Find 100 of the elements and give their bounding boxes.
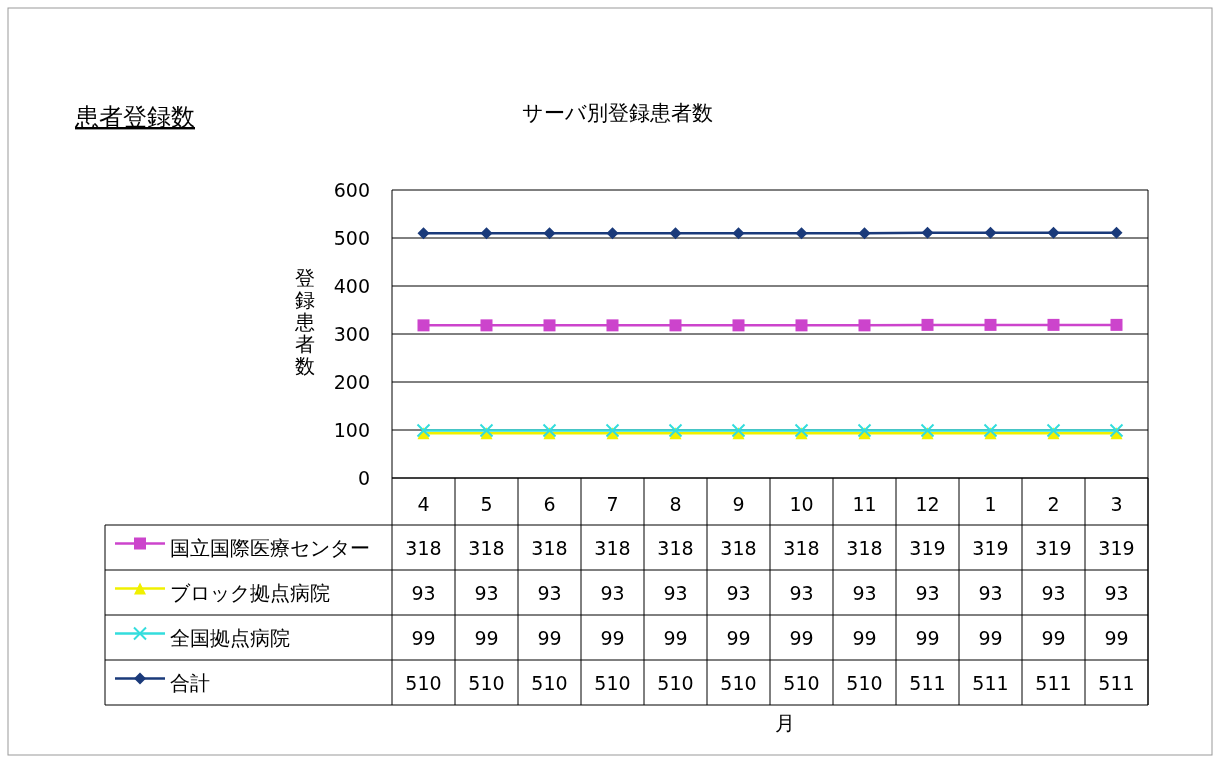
y-tick-label: 500 — [333, 227, 370, 249]
point — [669, 319, 682, 332]
point — [543, 319, 556, 332]
point — [606, 227, 619, 240]
legend-label: 国立国際医療センター — [170, 535, 370, 560]
x-tick-label: 6 — [543, 493, 556, 515]
x-tick-label: 11 — [852, 493, 877, 515]
point — [983, 423, 998, 438]
y-tick-label: 600 — [333, 179, 370, 201]
data-label: 93 — [852, 581, 877, 604]
data-label: 99 — [1041, 626, 1066, 649]
x-tick-label: 8 — [669, 493, 682, 515]
data-label: 318 — [594, 536, 631, 559]
point — [857, 423, 872, 438]
data-label: 93 — [663, 581, 688, 604]
point — [858, 227, 871, 240]
data-label: 510 — [468, 671, 505, 694]
point — [1047, 318, 1060, 331]
data-label: 511 — [972, 671, 1009, 694]
data-label: 318 — [405, 536, 442, 559]
y-tick-label: 300 — [333, 323, 370, 345]
legend-label: 全国拠点病院 — [170, 625, 290, 650]
data-label: 319 — [909, 536, 946, 559]
point — [417, 227, 430, 240]
point — [417, 319, 430, 332]
data-label: 510 — [846, 671, 883, 694]
x-tick-label: 12 — [915, 493, 940, 515]
point — [920, 423, 935, 438]
data-label: 93 — [789, 581, 814, 604]
legend-label: 合計 — [170, 670, 210, 695]
point — [795, 319, 808, 332]
data-label: 319 — [972, 536, 1009, 559]
x-tick-label: 3 — [1110, 493, 1123, 515]
data-label: 510 — [531, 671, 568, 694]
point — [984, 318, 997, 331]
data-label: 93 — [537, 581, 562, 604]
y-tick-label: 200 — [333, 371, 370, 393]
point — [921, 226, 934, 239]
data-label: 510 — [594, 671, 631, 694]
point — [480, 319, 493, 332]
data-label: 510 — [657, 671, 694, 694]
data-label: 99 — [726, 626, 751, 649]
x-tick-label: 4 — [417, 493, 430, 515]
point — [1110, 318, 1123, 331]
data-label: 510 — [783, 671, 820, 694]
data-label: 510 — [720, 671, 757, 694]
x-tick-label: 1 — [984, 493, 997, 515]
data-label: 318 — [783, 536, 820, 559]
data-label: 99 — [1104, 626, 1129, 649]
data-label: 511 — [909, 671, 946, 694]
data-label: 318 — [846, 536, 883, 559]
data-label: 99 — [411, 626, 436, 649]
y-tick-label: 0 — [357, 467, 370, 489]
point — [794, 423, 809, 438]
point — [480, 227, 493, 240]
data-label: 99 — [852, 626, 877, 649]
data-label: 511 — [1098, 671, 1135, 694]
point — [858, 319, 871, 332]
x-tick-label: 5 — [480, 493, 493, 515]
x-tick-label: 10 — [789, 493, 814, 515]
x-tick-label: 7 — [606, 493, 619, 515]
data-label: 99 — [915, 626, 940, 649]
data-label: 99 — [789, 626, 814, 649]
data-label: 318 — [468, 536, 505, 559]
point — [1047, 226, 1060, 239]
point — [416, 423, 431, 438]
point — [984, 226, 997, 239]
data-label: 510 — [405, 671, 442, 694]
point — [542, 423, 557, 438]
data-label: 93 — [726, 581, 751, 604]
x-tick-label: 9 — [732, 493, 745, 515]
y-axis-title: 登録患者数 — [294, 266, 315, 378]
text: 月 — [775, 711, 795, 735]
chart-title: サーバ別登録患者数 — [521, 101, 713, 125]
legend-label: ブロック拠点病院 — [170, 580, 330, 605]
x-tick-label: 2 — [1047, 493, 1060, 515]
point — [1110, 226, 1123, 239]
y-tick-label: 100 — [333, 419, 370, 441]
point — [732, 227, 745, 240]
data-label: 99 — [474, 626, 499, 649]
data-label: 319 — [1035, 536, 1072, 559]
data-label: 99 — [600, 626, 625, 649]
point — [1046, 423, 1061, 438]
point — [479, 423, 494, 438]
point — [605, 423, 620, 438]
point — [732, 319, 745, 332]
data-label: 93 — [474, 581, 499, 604]
point — [668, 423, 683, 438]
data-label: 99 — [537, 626, 562, 649]
data-label: 318 — [657, 536, 694, 559]
point — [795, 227, 808, 240]
point — [731, 423, 746, 438]
point — [1109, 423, 1124, 438]
point — [921, 318, 934, 331]
data-label: 99 — [978, 626, 1003, 649]
data-label: 318 — [720, 536, 757, 559]
text: 患者登録数 — [74, 103, 195, 131]
data-label: 318 — [531, 536, 568, 559]
data-label: 93 — [978, 581, 1003, 604]
data-label: 93 — [1104, 581, 1129, 604]
